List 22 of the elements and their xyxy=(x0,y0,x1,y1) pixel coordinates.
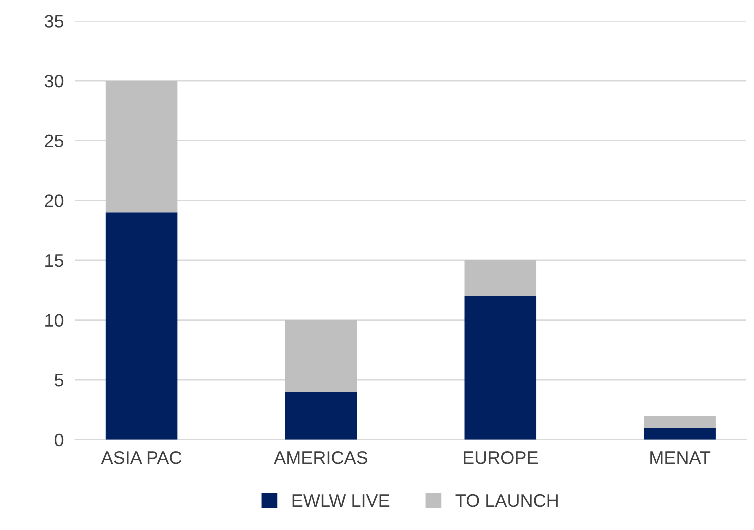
legend-label: TO LAUNCH xyxy=(456,494,558,508)
y-tick-label: 35 xyxy=(44,15,64,28)
bar xyxy=(464,296,537,440)
y-tick-label: 0 xyxy=(54,434,64,447)
bar xyxy=(285,392,358,440)
y-tick-label: 10 xyxy=(46,314,64,327)
bar xyxy=(106,81,178,213)
bar xyxy=(285,320,358,392)
x-tick-label: EUROPE xyxy=(464,451,538,464)
bar xyxy=(464,260,537,296)
bar xyxy=(106,212,178,440)
bar xyxy=(644,428,716,440)
y-tick-label: 20 xyxy=(45,194,64,208)
legend-label: EWLW LIVE xyxy=(292,494,390,508)
x-tick-label: MENAT xyxy=(650,452,711,464)
y-tick-label: 5 xyxy=(54,374,64,387)
x-tick-label: ASIA PAC xyxy=(101,451,182,464)
x-tick-label: AMERICAS xyxy=(274,451,368,464)
y-tick-label: 15 xyxy=(46,254,64,268)
y-tick-label: 25 xyxy=(45,134,64,148)
bar xyxy=(644,416,716,428)
y-tick-label: 30 xyxy=(44,74,64,88)
